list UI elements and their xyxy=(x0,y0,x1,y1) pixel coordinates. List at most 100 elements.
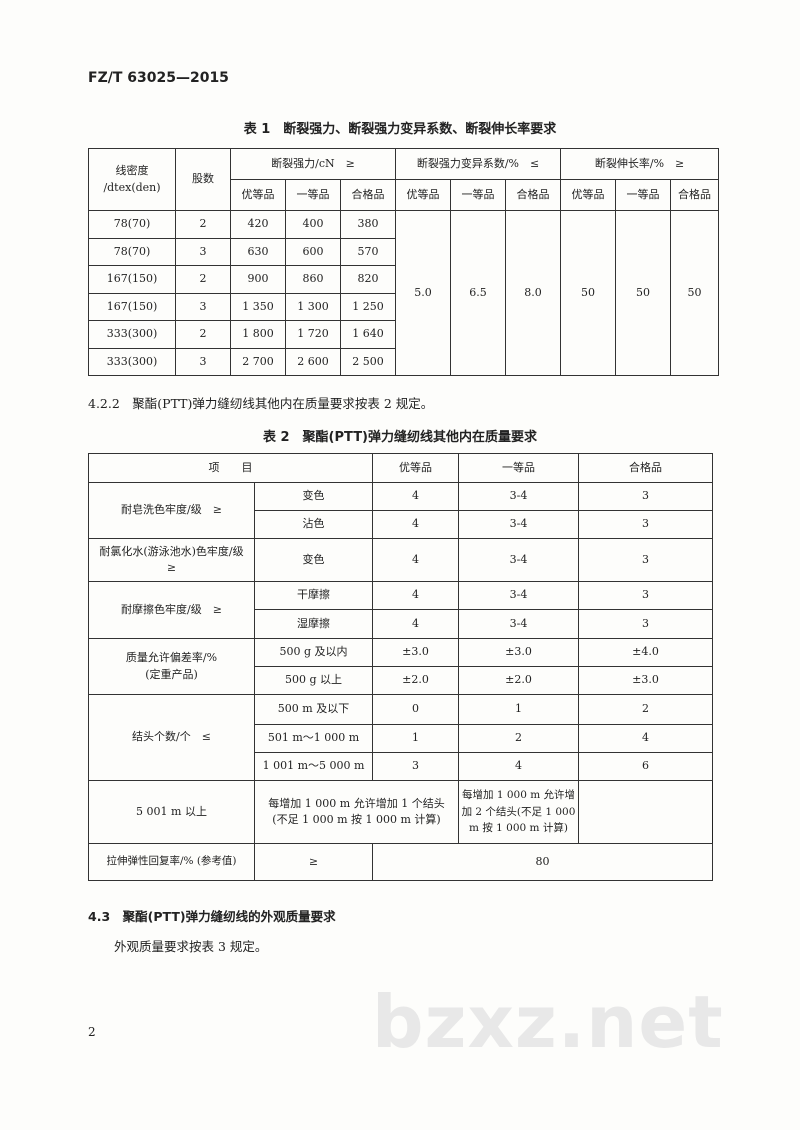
sub-item: 变色 xyxy=(254,482,373,511)
cell: 4 xyxy=(372,510,459,539)
cell: 2 xyxy=(175,210,231,239)
clause-4-2-2: 4.2.2 聚酯(PTT)弹力缝纫线其他内在质量要求按表 2 规定。 xyxy=(88,396,434,411)
cell: 3-4 xyxy=(458,538,579,582)
table-row: 167(150) 2 900 860 820 xyxy=(88,265,719,294)
grade: 一等品 xyxy=(450,179,507,211)
cell: 每增加 1 000 m 允许增加 2 个结头(不足 1 000 m 按 1 00… xyxy=(458,780,579,844)
cell: ±3.0 xyxy=(578,666,713,695)
col-density: 线密度 /dtex(den) xyxy=(88,148,176,211)
cell: 78(70) xyxy=(88,237,176,266)
section-4-3-title: 4.3 聚酯(PTT)弹力缝纫线的外观质量要求 xyxy=(88,909,336,924)
cell: 1 xyxy=(458,694,579,725)
cell: 2 xyxy=(458,724,579,753)
sub-item: 湿摩擦 xyxy=(254,609,373,639)
col-grade: 一等品 xyxy=(458,453,579,483)
cell: 333(300) xyxy=(88,320,176,349)
col-grade: 合格品 xyxy=(578,453,713,483)
cell: 4 xyxy=(372,538,459,582)
cell: 2 700 xyxy=(230,347,286,376)
col-strength: 断裂强力/cN ≥ xyxy=(229,148,397,180)
sub-item: 500 m 及以下 xyxy=(254,694,373,725)
col-plies: 股数 xyxy=(175,148,231,211)
grade: 优等品 xyxy=(230,179,286,211)
table-row: 78(70) 3 630 600 570 xyxy=(88,237,719,266)
cell: 1 350 xyxy=(230,292,286,321)
cell: 380 xyxy=(339,210,397,239)
item-label: 耐氯化水(游泳池水)色牢度/级 ≥ xyxy=(88,538,255,582)
merged-cell: 50 xyxy=(670,210,720,376)
cell: 3-4 xyxy=(458,581,579,610)
cell: 3 xyxy=(578,609,713,639)
table2: 项 目 优等品 一等品 合格品 耐皂洗色牢度/级 ≥ 变色 4 3-4 3 沾色 4 3-4 3… xyxy=(88,453,713,881)
cell: 333(300) xyxy=(88,347,176,376)
item-label: 结头个数/个 ≤ xyxy=(88,694,255,781)
sub-item: 1 001 m～5 000 m xyxy=(254,752,373,781)
merged-cell: 8.0 xyxy=(505,210,562,376)
cell: 4 xyxy=(372,581,459,610)
merged-cell: 50 xyxy=(560,210,617,376)
cell: 2 xyxy=(175,320,231,349)
sub-item: 5 001 m 以上 xyxy=(88,780,255,844)
table-row: 5 001 m 以上 每增加 1 000 m 允许增加 1 个结头 (不足 1 … xyxy=(88,780,713,844)
cell: 3 xyxy=(175,237,231,266)
cell: 1 640 xyxy=(339,320,397,349)
table-row: 耐摩擦色牢度/级 ≥ 干摩擦 4 3-4 3 xyxy=(88,581,713,639)
cell: 3 xyxy=(578,510,713,539)
cell: 2 500 xyxy=(339,347,397,376)
table1-caption: 表 1 断裂强力、断裂强力变异系数、断裂伸长率要求 xyxy=(243,122,557,137)
sub-item: 沾色 xyxy=(254,510,373,539)
table-row: 333(300) 3 2 700 2 600 2 500 xyxy=(88,347,719,376)
merged-cell: 50 xyxy=(615,210,672,376)
table-row: 333(300) 2 1 800 1 720 1 640 xyxy=(88,320,719,349)
cell: 167(150) xyxy=(88,265,176,294)
col-grade: 优等品 xyxy=(372,453,459,483)
cell: 3 xyxy=(175,347,231,376)
cell: 3 xyxy=(175,292,231,321)
table-row: 耐皂洗色牢度/级 ≥ 变色 4 3-4 3 xyxy=(88,482,713,539)
sub-item: 干摩擦 xyxy=(254,581,373,610)
item-label: 耐摩擦色牢度/级 ≥ xyxy=(88,581,255,639)
cell: 80 xyxy=(372,843,713,881)
item-label: 耐皂洗色牢度/级 ≥ xyxy=(88,482,255,539)
watermark: bzxz.net xyxy=(372,980,724,1064)
cell: 3 xyxy=(578,581,713,610)
cell: 4 xyxy=(578,724,713,753)
cell: 1 300 xyxy=(285,292,341,321)
cell: 900 xyxy=(230,265,286,294)
cell: ±3.0 xyxy=(458,638,579,667)
grade: 优等品 xyxy=(395,179,452,211)
standard-number: FZ/T 63025—2015 xyxy=(88,70,229,86)
cell: 每增加 1 000 m 允许增加 1 个结头 (不足 1 000 m 按 1 0… xyxy=(254,780,459,844)
table-row: 耐氯化水(游泳池水)色牢度/级 ≥ 变色 4 3-4 3 xyxy=(88,538,713,582)
sub-item: 变色 xyxy=(254,538,373,582)
table-row: 沾色 4 3-4 3 xyxy=(89,510,713,539)
cell: 1 800 xyxy=(230,320,286,349)
grade: 优等品 xyxy=(560,179,617,211)
cell: 3 xyxy=(372,752,459,781)
cell: 820 xyxy=(339,265,397,294)
cell: 400 xyxy=(285,210,341,239)
cell: 600 xyxy=(285,237,341,266)
item-label: 质量允许偏差率/% (定重产品) xyxy=(88,638,255,695)
cell: 630 xyxy=(230,237,286,266)
cell: 3-4 xyxy=(458,609,579,639)
cell: ±2.0 xyxy=(372,666,459,695)
cell: 3 xyxy=(578,538,713,582)
grade: 一等品 xyxy=(615,179,672,211)
section-4-3-text: 外观质量要求按表 3 规定。 xyxy=(114,939,268,954)
cell: 2 600 xyxy=(285,347,341,376)
table-row: 质量允许偏差率/% (定重产品) 500 g 及以内 ±3.0 ±3.0 ±4.0 xyxy=(88,638,713,695)
cell: ±2.0 xyxy=(458,666,579,695)
cell: 1 xyxy=(372,724,459,753)
cell: 4 xyxy=(372,482,459,511)
cell: 3-4 xyxy=(458,510,579,539)
table1: 线密度 /dtex(den) 股数 断裂强力/cN ≥ 断裂强力变异系数/% ≤… xyxy=(88,148,720,376)
cell: 78(70) xyxy=(88,210,176,239)
cell: 4 xyxy=(372,609,459,639)
sub-item: 500 g 及以内 xyxy=(254,638,373,667)
cell: 6 xyxy=(578,752,713,781)
cell: 420 xyxy=(230,210,286,239)
cell: ±4.0 xyxy=(578,638,713,667)
cell: 167(150) xyxy=(88,292,176,321)
